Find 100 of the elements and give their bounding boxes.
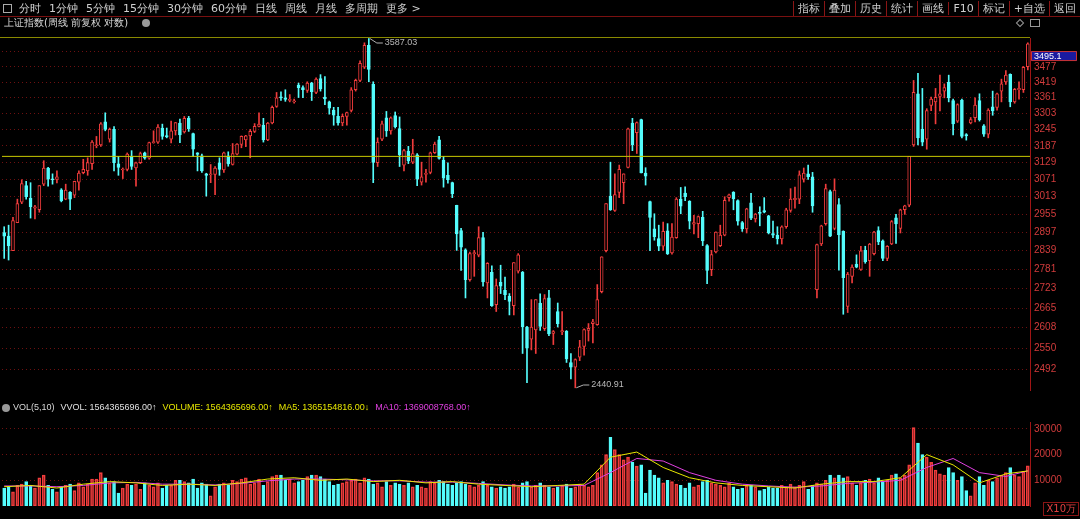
candlestick: [850, 264, 854, 284]
text: 月线: [314, 0, 338, 16]
candlestick: [2, 226, 7, 259]
candlestick: [257, 112, 261, 128]
candlestick: [771, 220, 775, 239]
annotation: 3587.03: [384, 37, 418, 48]
candlestick: [894, 214, 898, 244]
y-tick-label: 2839: [1034, 244, 1057, 256]
text: 更多 >: [385, 0, 422, 16]
candlestick: [19, 179, 24, 205]
y-tick-label: 3129: [1034, 156, 1057, 168]
candlestick: [683, 186, 687, 201]
candlestick: [226, 151, 231, 167]
candlestick: [700, 210, 705, 246]
y-tick-label: 20000: [1034, 448, 1063, 460]
y-tick-label: 2608: [1034, 321, 1057, 333]
candlestick: [859, 245, 863, 271]
candlestick: [916, 72, 920, 146]
candlestick: [661, 221, 665, 251]
candlestick: [511, 262, 516, 316]
candlestick: [367, 38, 371, 83]
candlestick: [349, 87, 354, 113]
y-tick-label: 3245: [1034, 123, 1057, 135]
text: 返回: [1049, 0, 1080, 16]
candlestick: [639, 118, 644, 174]
candlestick: [90, 140, 94, 170]
candlestick: [823, 183, 828, 226]
candlestick: [46, 167, 50, 187]
candlestick: [279, 91, 283, 101]
candlestick: [696, 215, 701, 239]
candlestick: [784, 207, 789, 229]
candlestick: [481, 232, 485, 287]
candlestick: [973, 97, 977, 123]
text: 标记: [977, 0, 1009, 16]
candlestick: [402, 148, 406, 172]
candlestick: [863, 245, 868, 264]
candlestick: [946, 74, 951, 103]
text: 周线: [284, 0, 308, 16]
candlestick: [573, 358, 578, 389]
candlestick: [454, 204, 459, 251]
y-tick-label: 2492: [1034, 362, 1057, 374]
candlestick: [24, 180, 28, 200]
candlestick: [613, 173, 617, 212]
candlestick: [41, 160, 46, 186]
candlestick: [551, 330, 556, 345]
candlestick: [678, 187, 683, 215]
candlestick: [314, 77, 318, 95]
y-tick-label: 2723: [1034, 282, 1057, 294]
candlestick: [727, 193, 731, 202]
y-tick-label: 3419: [1034, 75, 1057, 87]
text: 历史: [855, 0, 887, 16]
candlestick: [982, 124, 986, 137]
candlestick: [327, 100, 332, 115]
candlestick: [55, 170, 59, 184]
text: MA10: 1369008768.00↑: [375, 402, 471, 412]
candlestick: [77, 170, 81, 191]
candlestick: [437, 136, 441, 160]
text: 多周期: [344, 0, 379, 16]
candlestick: [490, 265, 494, 307]
y-tick-label: 3361: [1034, 91, 1057, 103]
annotation: 2440.91: [591, 379, 624, 390]
candlestick: [595, 284, 600, 326]
y-tick-label: 2665: [1034, 301, 1057, 313]
candlestick: [749, 193, 753, 220]
candlestick: [924, 108, 929, 150]
candlestick: [388, 116, 393, 135]
candlestick: [762, 197, 767, 214]
text: 日线: [254, 0, 278, 16]
candlestick: [450, 181, 455, 198]
candlestick: [560, 311, 564, 336]
text: +自选: [1008, 0, 1049, 16]
candlestick: [648, 200, 652, 252]
text: 30分钟: [166, 0, 204, 16]
candlestick: [125, 152, 130, 172]
candlestick: [204, 172, 209, 197]
candlestick: [718, 224, 723, 247]
candlestick: [779, 225, 784, 245]
text: 15分钟: [122, 0, 160, 16]
y-tick-label: 30000: [1034, 422, 1063, 434]
candlestick: [195, 152, 200, 172]
text: 画线: [917, 0, 949, 16]
candlestick: [736, 199, 740, 226]
text: 指标: [793, 0, 825, 16]
y-tick-label: 2955: [1034, 208, 1057, 220]
candlestick: [120, 167, 125, 179]
candlestick: [555, 302, 560, 328]
candlestick: [740, 221, 745, 232]
candlestick: [81, 158, 86, 175]
text: F10: [948, 1, 978, 15]
y-axis-title: X10万: [1043, 502, 1079, 516]
candlestick: [705, 244, 709, 284]
candlestick: [938, 74, 942, 112]
candlestick: [459, 227, 463, 271]
candlestick: [103, 112, 108, 132]
candlestick: [63, 183, 68, 201]
candlestick: [907, 156, 912, 208]
candlestick: [714, 231, 718, 254]
candlestick: [164, 127, 169, 139]
candlestick: [156, 124, 160, 144]
candlestick: [964, 133, 969, 141]
